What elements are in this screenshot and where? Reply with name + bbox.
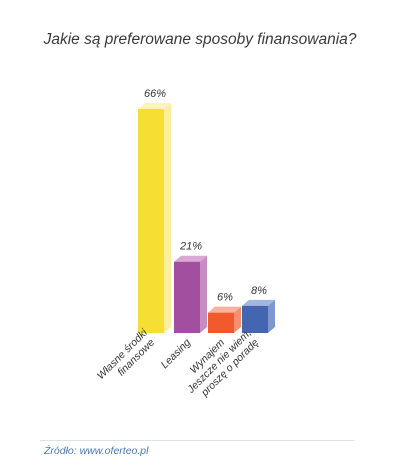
bar-side-0 (164, 103, 171, 333)
bar-side-2 (234, 306, 241, 333)
value-label-1: 21% (179, 241, 202, 253)
value-label-2: 6% (217, 292, 233, 304)
bar-2 (208, 312, 234, 333)
chart-title: Jakie są preferowane sposoby finansowani… (43, 31, 357, 48)
bar-0 (138, 109, 164, 333)
bar-top-1 (174, 255, 207, 262)
bar-3 (242, 305, 268, 333)
bar-top-3 (242, 299, 275, 306)
footer-divider (40, 440, 355, 441)
bar-side-1 (200, 255, 207, 333)
bar-side-3 (268, 299, 275, 333)
bar-top-2 (208, 306, 241, 313)
value-label-3: 8% (251, 285, 267, 297)
bar-top-0 (138, 103, 171, 109)
source-text: Źródło: www.oferteo.pl (44, 445, 149, 457)
value-label-0: 66% (144, 88, 166, 100)
bar-1 (174, 261, 200, 333)
